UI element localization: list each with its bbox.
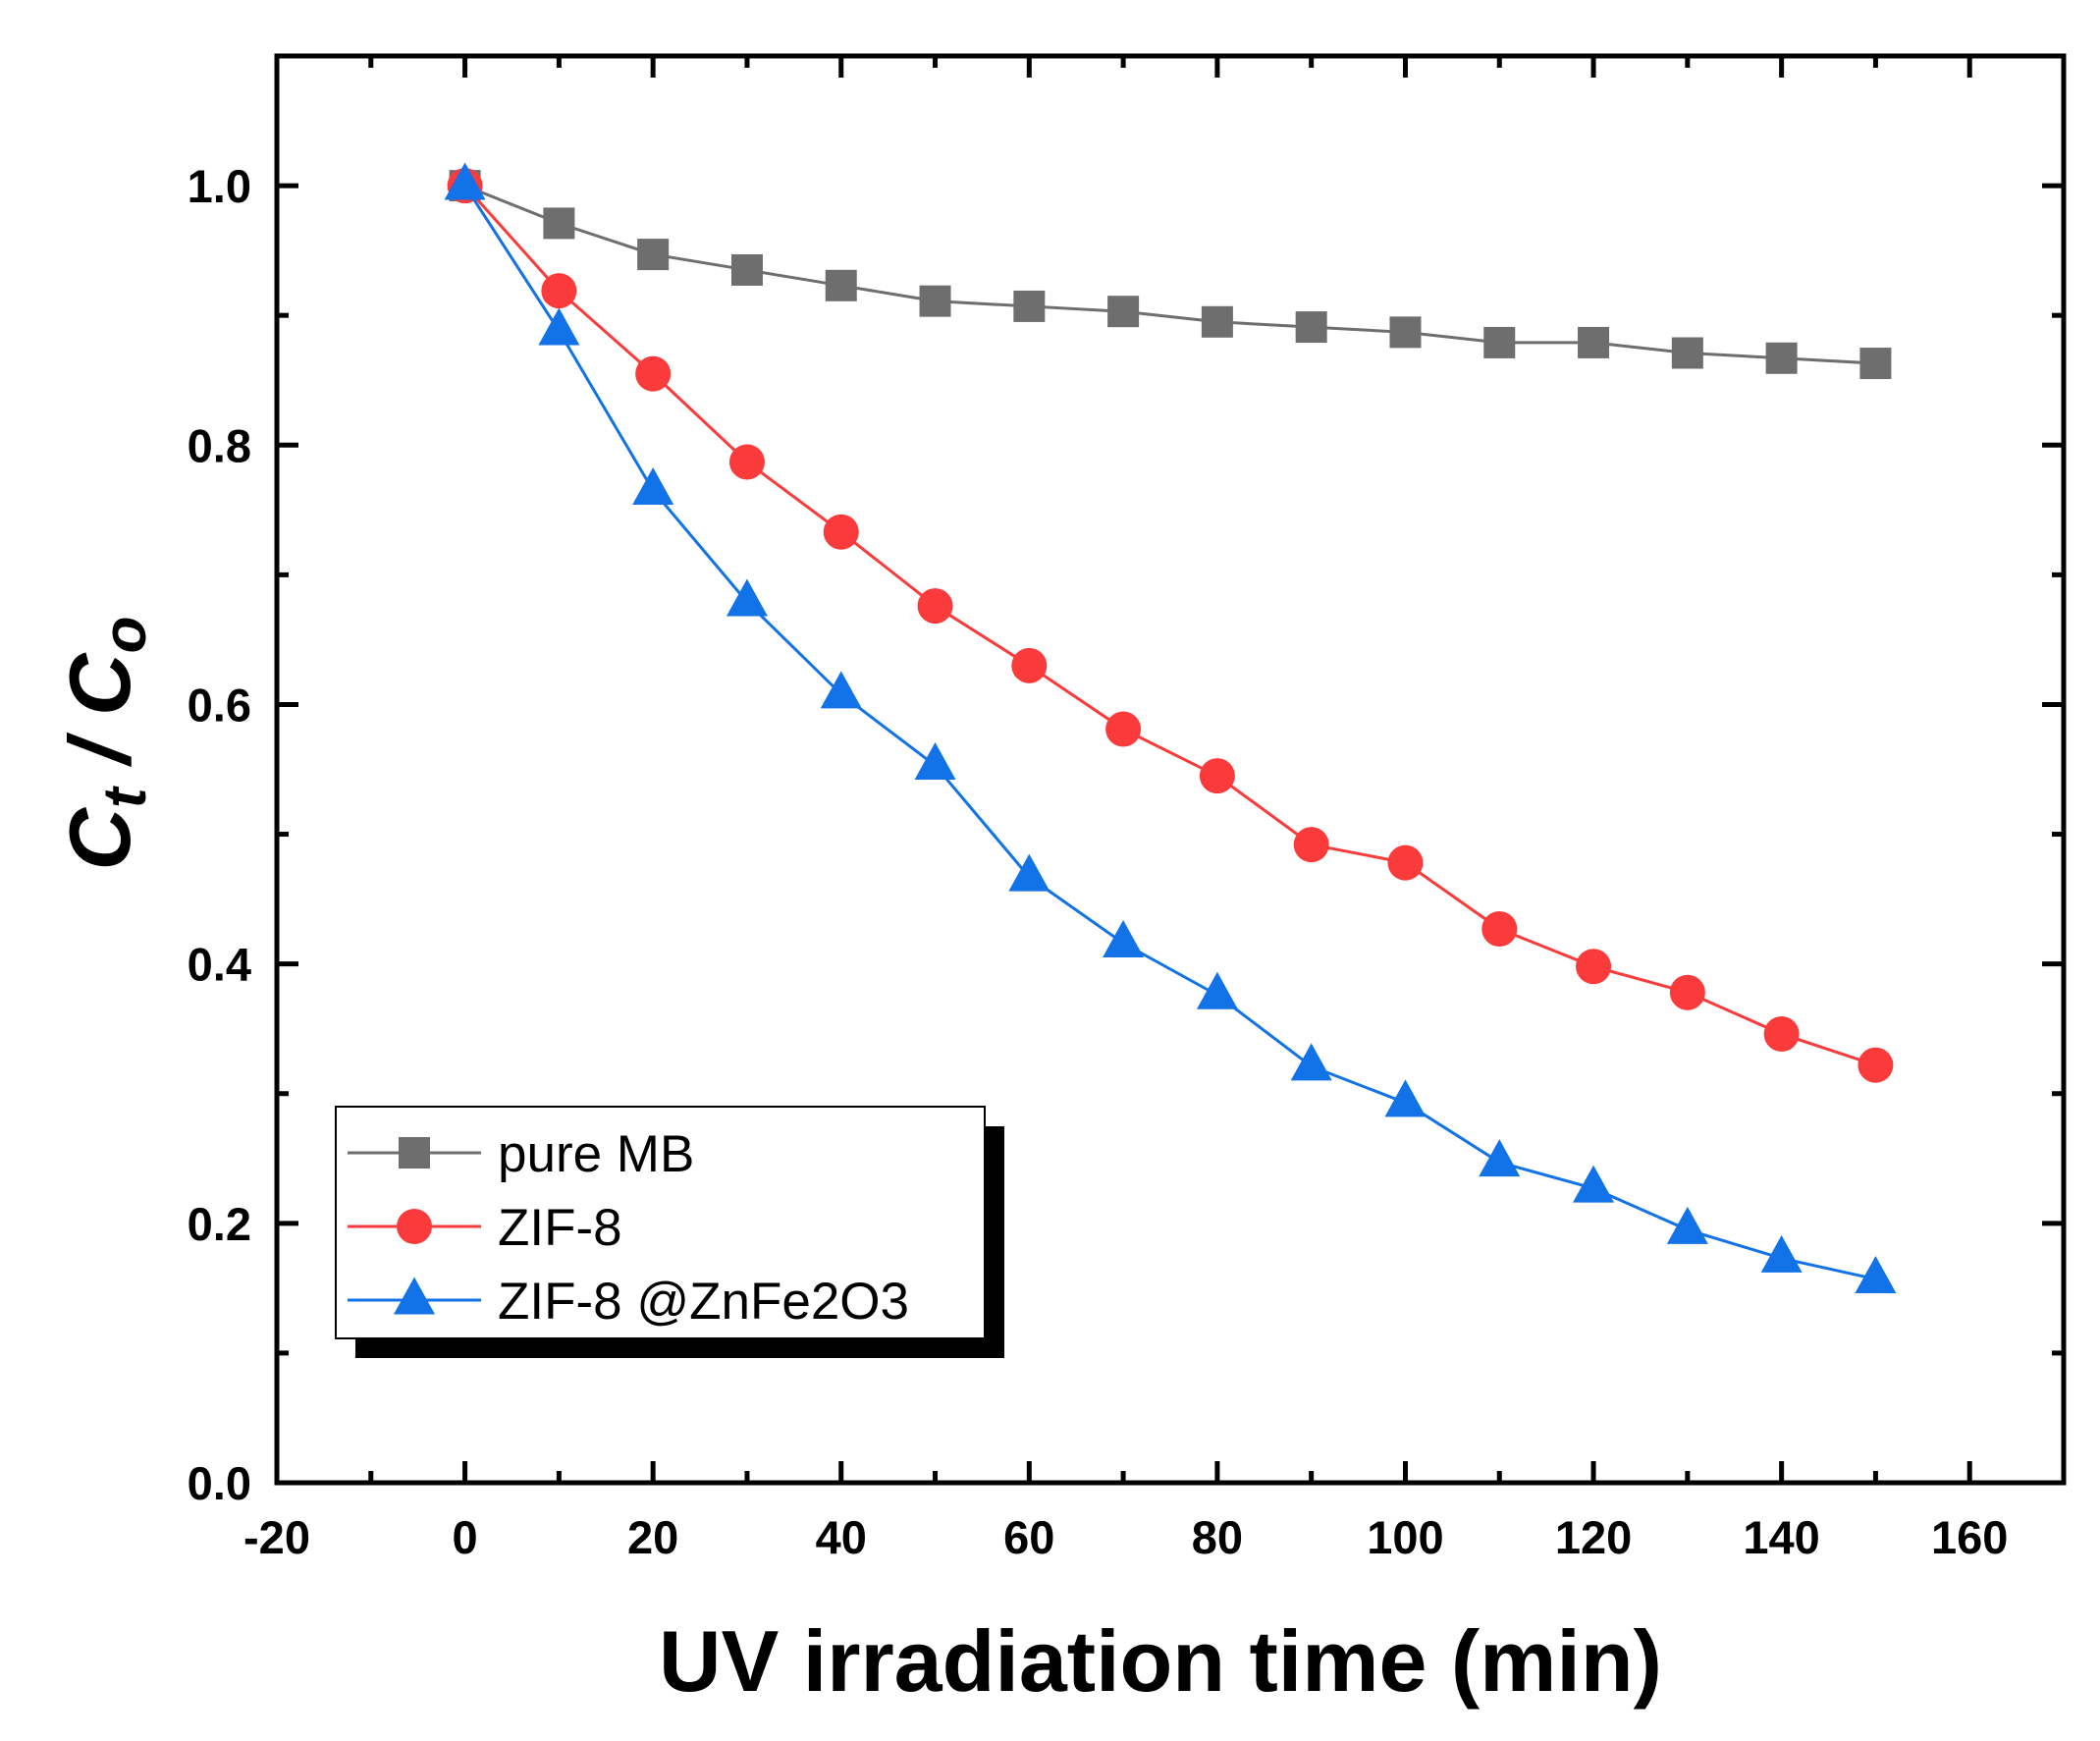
axes: -20 0 20 40 60 80 100 120 140 160 0.0 0.2 0.4 0.6 0.8 1… [188,53,2067,1563]
plot-frame [274,53,2067,1486]
legend-marker [394,1277,435,1315]
data-point [1859,348,1892,380]
x-tick-label: 140 [1743,1511,1819,1563]
legend-item: pure MB [348,1125,694,1183]
data-point [1103,919,1145,957]
y-axis-title-slash: / [51,716,148,788]
data-point [728,444,765,480]
y-axis-title-sub-o: o [91,616,159,653]
y-axis-title-c2: C [51,652,148,716]
data-point [1107,296,1140,328]
legend-item: ZIF-8 @ZnFe2O3 [348,1273,909,1331]
x-tick-label: 20 [627,1511,678,1563]
data-point [1008,853,1050,892]
x-tick-label: 100 [1367,1511,1443,1563]
x-tick-label: 120 [1555,1511,1632,1563]
data-point [1011,647,1048,683]
x-tick-label: 80 [1192,1511,1243,1563]
data-point [1481,910,1518,947]
data-point [444,162,486,200]
data-point [1384,1079,1427,1117]
y-tick-label: 0.4 [188,939,251,991]
data-point [1669,974,1705,1010]
data-point [1576,949,1612,985]
data-point [823,514,859,550]
x-tick-label: -20 [243,1511,310,1563]
data-point [1578,326,1610,358]
data-point [1387,844,1424,881]
y-tick-label: 0.0 [188,1457,251,1509]
data-point [919,285,951,317]
legend-item: ZIF-8 [348,1199,622,1257]
data-point [1013,290,1046,322]
series-group [444,162,1897,1294]
data-point [1760,1234,1803,1273]
data-point [541,273,577,309]
data-point [637,239,670,271]
data-point [538,307,580,346]
series-line [463,185,1876,1281]
data-point [726,578,768,617]
data-point [1105,711,1142,747]
legend-marker [397,1209,432,1244]
data-point [543,207,575,240]
x-axis-title: UV irradiation time (min) [659,1612,1662,1710]
x-tick-label: 40 [816,1511,867,1563]
data-point [1199,758,1235,794]
data-point [1196,971,1238,1009]
data-point [1389,316,1422,349]
data-point [825,269,857,301]
data-point [1671,337,1703,369]
data-point [632,466,674,505]
data-point [1855,1256,1897,1294]
data-point [1290,1043,1332,1081]
series-line [463,185,1876,1067]
data-point [1483,326,1516,358]
data-point [1666,1206,1708,1244]
y-axis-title: Ct / Co [51,616,159,870]
data-point [1858,1047,1894,1083]
legend-label: ZIF-8 @ZnFe2O3 [498,1273,909,1331]
data-point [1765,342,1798,374]
data-point [820,671,862,709]
data-point [1201,305,1233,338]
data-point [917,588,953,625]
y-tick-label: 0.6 [188,679,251,731]
y-tick-label: 0.2 [188,1198,251,1250]
series-line [464,184,1876,365]
series-1 [449,170,1892,380]
legend-marker [399,1137,430,1169]
data-point [914,741,956,780]
x-tick-label: 0 [453,1511,478,1563]
data-point [730,253,763,286]
legend-label: ZIF-8 [498,1199,622,1257]
y-tick-label: 0.8 [188,419,251,471]
y-axis-title-c: C [51,807,148,871]
data-point [1479,1139,1521,1177]
y-tick-label: 1.0 [188,160,251,212]
data-point [1763,1015,1800,1052]
x-tick-label: 160 [1931,1511,2008,1563]
series-3 [444,162,1897,1294]
data-point [635,355,672,392]
data-point [1573,1165,1615,1203]
x-tick-label: 60 [1003,1511,1054,1563]
data-point [1295,311,1327,344]
legend-label: pure MB [498,1125,694,1183]
legend: pure MB ZIF-8 ZIF-8 @ZnFe2O3 [335,1106,1004,1358]
y-axis-title-sub-t: t [91,786,159,808]
series-2 [447,168,1894,1083]
data-point [1293,827,1329,863]
